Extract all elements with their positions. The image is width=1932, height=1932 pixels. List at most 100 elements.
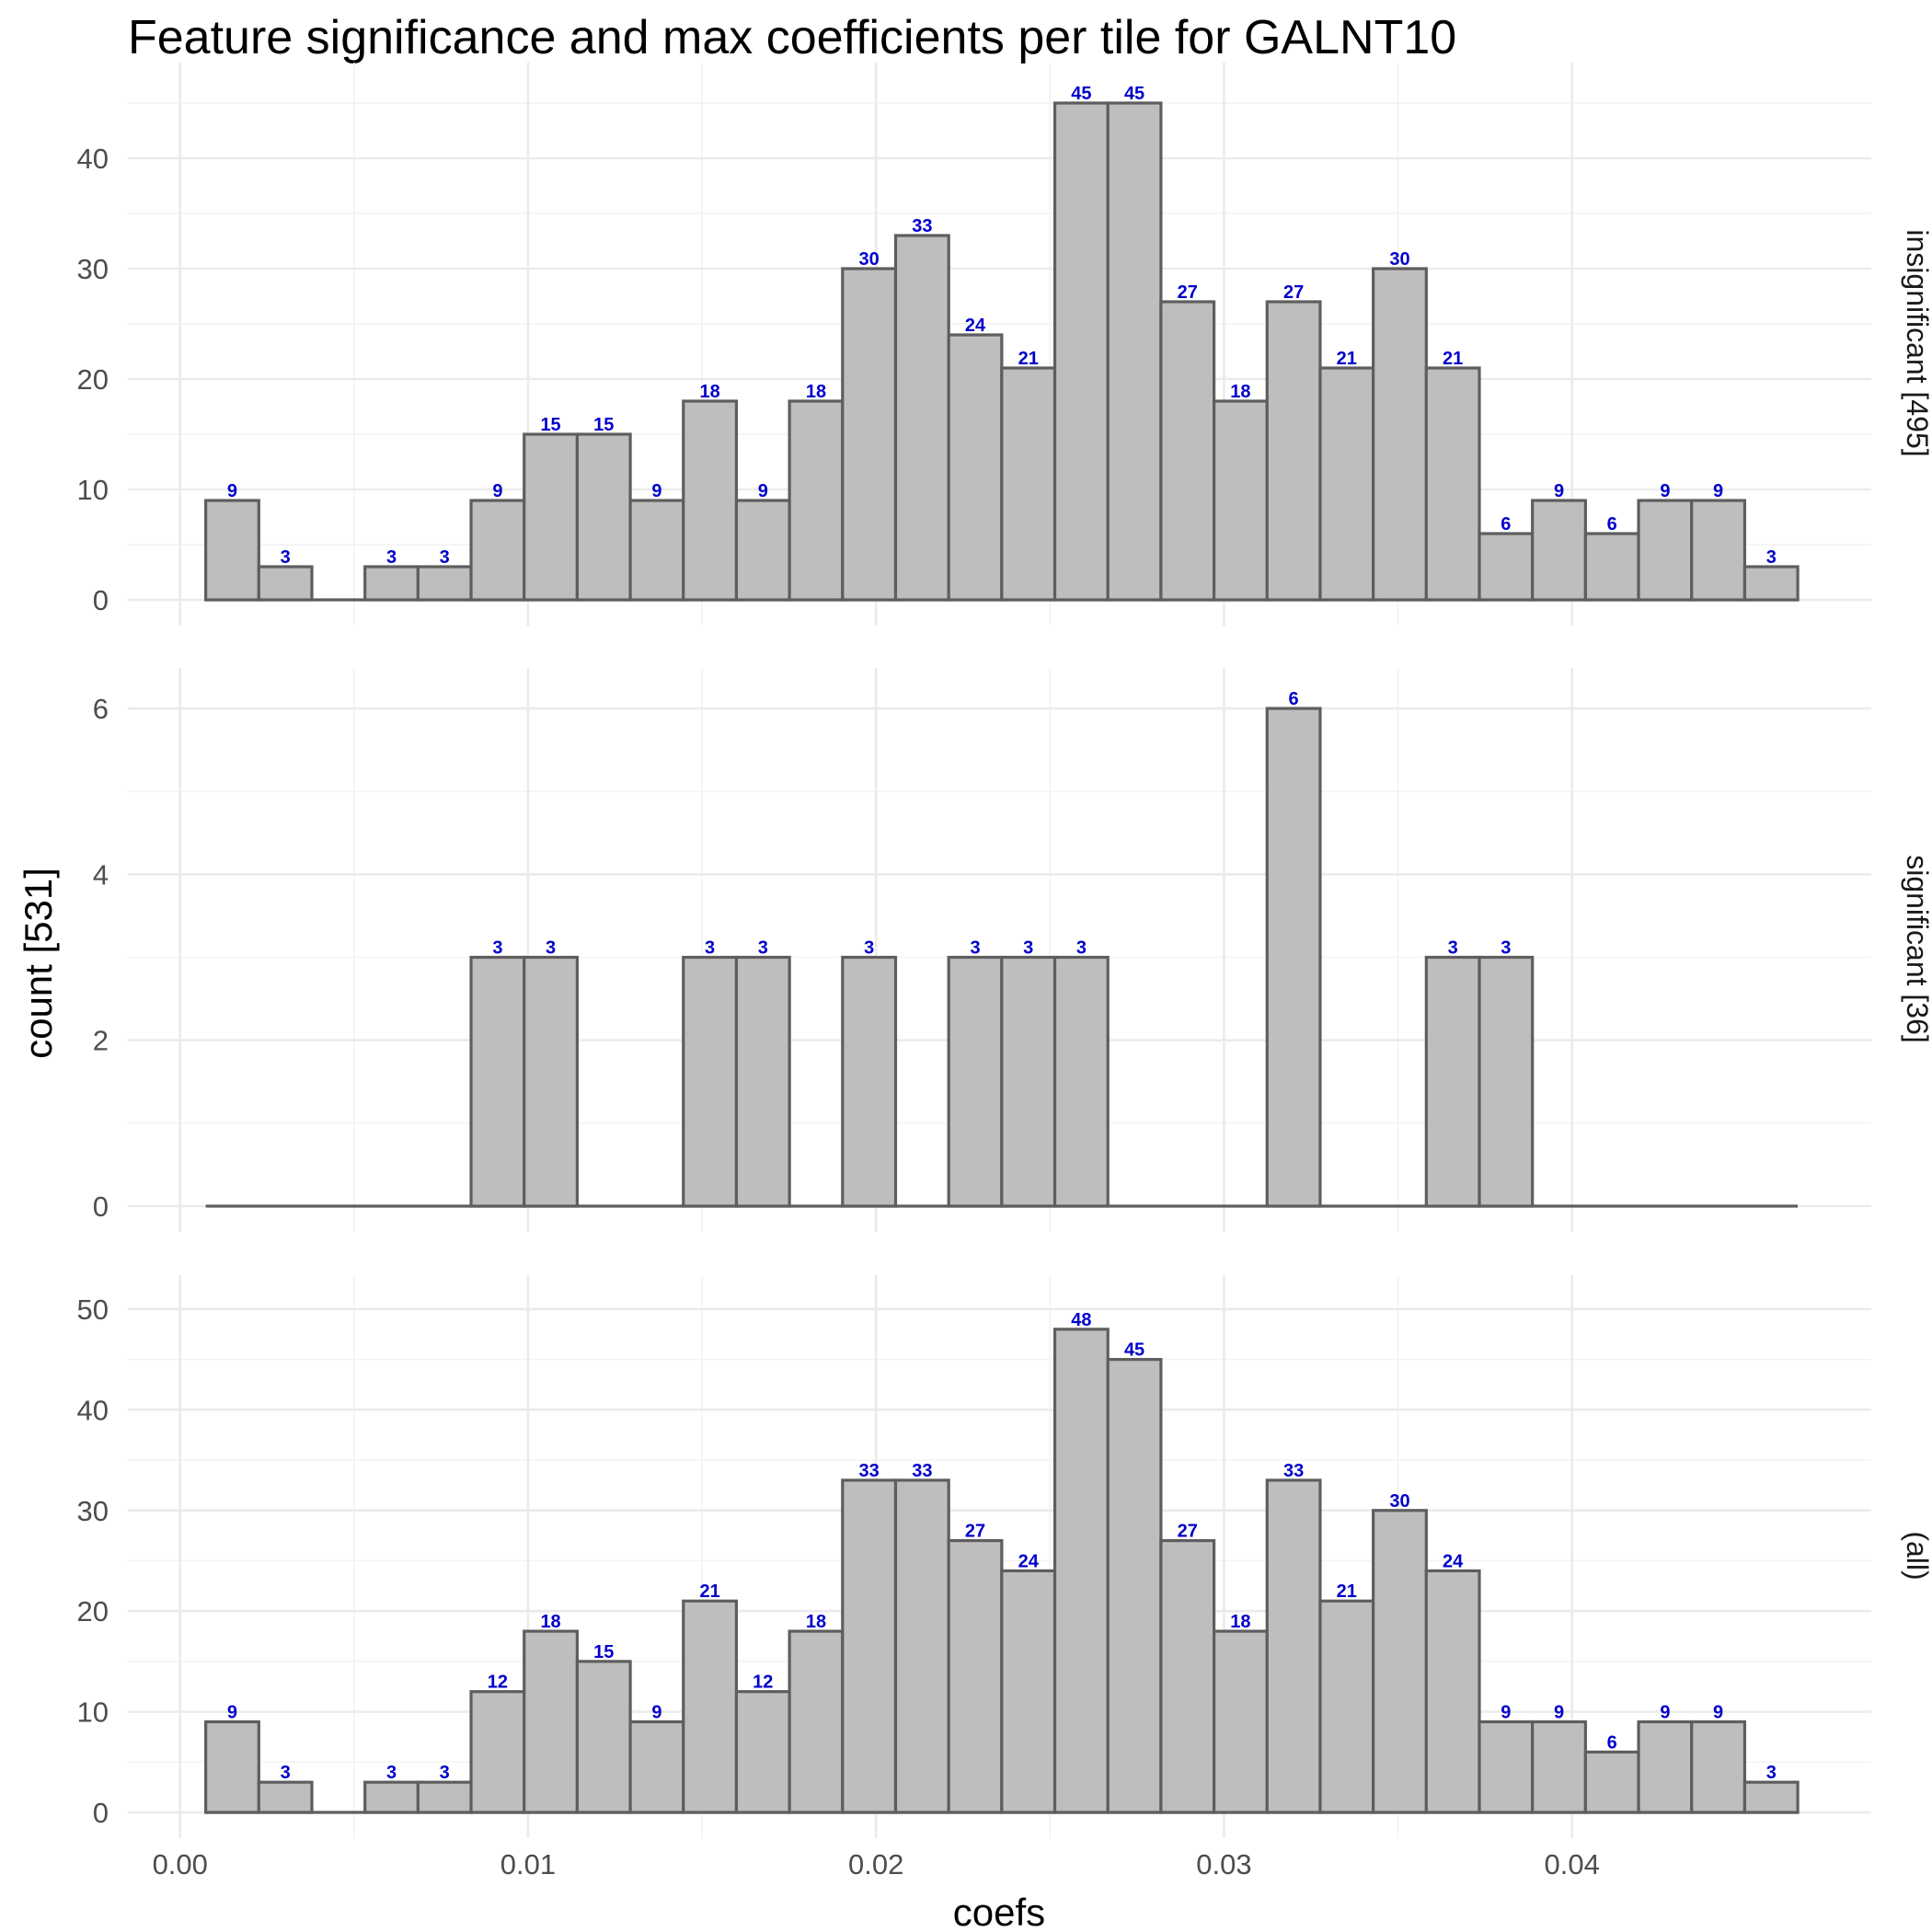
histogram-bar [1265,1478,1322,1814]
histogram-bar [1052,955,1110,1208]
bar-count-label: 30 [1389,249,1409,270]
histogram-bar [682,399,739,602]
histogram-bar [1052,101,1110,602]
bar-count-label: 6 [1289,689,1299,709]
y-tick-label: 30 [77,253,109,285]
bar-count-label: 30 [1389,1491,1409,1512]
facet-strip-label: significant [36] [1901,855,1932,1043]
histogram-bar [947,333,1004,602]
histogram-bar [1000,1569,1057,1814]
histogram-bar [734,1690,791,1814]
histogram-bar [363,565,420,602]
y-tick-label: 40 [77,1394,109,1426]
bar-count-label: 3 [1448,938,1458,959]
bar-count-label: 9 [1660,1703,1670,1723]
y-tick-label: 20 [77,1595,109,1627]
bar-count-label: 21 [1337,1581,1357,1602]
histogram-bar [1372,1509,1428,1814]
panel-2: 0 2 4 6 3 3 3 3 3 3 3 3 6 3 3 significant [36] [93,668,1932,1232]
bar-count-label: 48 [1071,1310,1091,1330]
histogram-bar [1478,955,1535,1208]
bar-count-label: 3 [705,938,715,959]
bar-count-label: 9 [758,481,768,501]
histogram-bar [1531,499,1587,602]
histogram-bar [841,267,898,602]
bar-count-label: 3 [546,938,556,959]
bar-count-label: 9 [1501,1703,1511,1723]
bar-count-label: 45 [1071,84,1091,104]
x-axis-title: coefs [953,1891,1045,1932]
bar-count-label: 21 [1018,349,1039,369]
histogram-bar [1318,366,1375,602]
histogram-bar [1478,532,1535,602]
histogram-bar [469,1690,526,1814]
histogram-bar [1265,707,1322,1208]
histogram-bar [1583,532,1640,602]
facet-strip-label: (all) [1901,1531,1932,1580]
histogram-bar [469,499,526,602]
histogram-bar [947,1538,1004,1814]
bar-count-label: 33 [1283,1461,1304,1481]
bar-count-label: 6 [1501,514,1511,535]
histogram-bar [1159,300,1216,602]
bar-count-label: 9 [1660,481,1670,501]
histogram-bar [788,1629,845,1814]
bar-count-label: 18 [540,1612,560,1632]
bar-count-label: 24 [965,316,986,336]
histogram-bar [257,565,314,602]
bar-count-label: 9 [1713,1703,1723,1723]
histogram-bar [1318,1599,1375,1814]
bar-count-label: 3 [440,1763,450,1783]
histogram-bar [628,1719,685,1814]
histogram-bar [416,1780,473,1814]
bar-count-label: 27 [1178,282,1198,303]
histogram-bar [1637,499,1694,602]
histogram-bar [1265,300,1322,602]
bar-count-label: 3 [386,1763,397,1783]
bar-count-label: 27 [1283,282,1304,303]
histogram-bar [523,432,580,602]
y-tick-label: 0 [93,1190,109,1223]
bar-count-label: 9 [1554,1703,1564,1723]
bar-count-label: 15 [540,415,560,435]
bar-count-label: 24 [1018,1551,1040,1571]
bar-count-label: 45 [1124,84,1144,104]
bar-count-label: 3 [864,938,874,959]
bar-count-label: 3 [492,938,502,959]
histogram-bar [1000,955,1057,1208]
histogram-bar [204,1719,260,1814]
bar-count-label: 18 [1230,382,1250,402]
bar-count-label: 33 [912,1461,932,1481]
bar-count-label: 3 [440,547,450,568]
histogram-bar [1000,366,1057,602]
x-tick-label: 0.01 [500,1848,556,1880]
histogram-bar [1212,1629,1269,1814]
bar-count-label: 33 [859,1461,880,1481]
bar-count-label: 6 [1607,1732,1617,1753]
bar-count-label: 3 [1766,547,1777,568]
histogram-bar [523,955,580,1208]
bar-count-label: 3 [281,1763,291,1783]
bar-count-label: 9 [651,1703,661,1723]
histogram-bar [416,565,473,602]
histogram-bar [204,499,260,602]
bar-count-label: 27 [1178,1522,1198,1542]
bar-count-label: 21 [1443,349,1463,369]
bar-count-label: 3 [1023,938,1033,959]
histogram-bar [1690,1719,1747,1814]
histogram-bar [363,1780,420,1814]
histogram-bar [1052,1328,1110,1814]
bar-count-label: 9 [227,481,237,501]
histogram-bar [1690,499,1747,602]
bar-count-label: 18 [806,1612,826,1632]
bar-count-label: 21 [1337,349,1357,369]
histogram-bar [682,955,739,1208]
histogram-bar [1372,267,1428,602]
histogram-bar [1531,1719,1587,1814]
y-tick-label: 10 [77,474,109,506]
